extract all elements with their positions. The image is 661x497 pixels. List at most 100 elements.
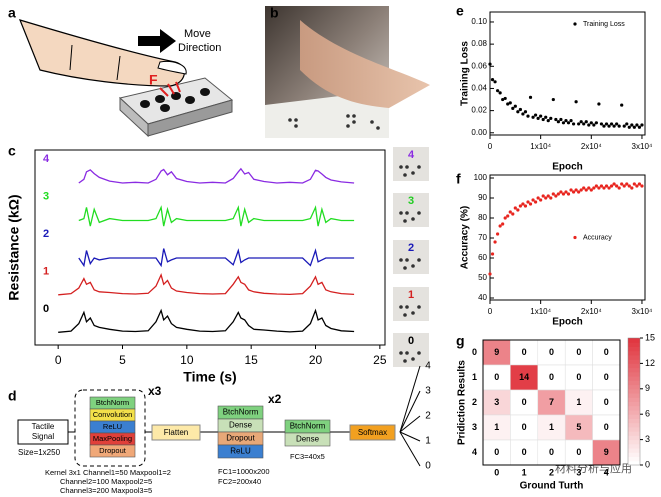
- data-point: [490, 252, 495, 256]
- data-point: [612, 124, 616, 128]
- panel-letter: c: [8, 143, 16, 159]
- data-point: [501, 97, 505, 102]
- cell-label: 0: [604, 397, 609, 407]
- colorbar-segment: [628, 363, 640, 369]
- conv-layer: [89, 444, 136, 458]
- y-tick-label: 0.02: [471, 106, 487, 115]
- cell-label: 0: [604, 422, 609, 432]
- data-point: [622, 124, 626, 128]
- series-name: 3: [43, 190, 49, 202]
- data-point: [498, 91, 502, 95]
- colorbar-tick-label: 12: [645, 358, 655, 368]
- output-arrow: [399, 415, 421, 433]
- data-point: [495, 89, 500, 93]
- card-dot: [411, 357, 415, 361]
- colorbar-segment: [628, 384, 640, 390]
- data-point: [531, 198, 535, 202]
- braille-card: [393, 333, 429, 367]
- trace: [78, 248, 355, 268]
- colorbar-segment: [628, 371, 640, 377]
- data-point: [488, 62, 492, 66]
- data-point: [594, 121, 598, 125]
- flatten-label: Flatten: [164, 428, 188, 437]
- colorbar-tick-label: 0: [645, 459, 650, 469]
- input-size: Size=1x250: [18, 448, 61, 457]
- braille-card: [393, 193, 429, 227]
- data-point: [577, 190, 581, 194]
- x-axis-label: Time (s): [183, 369, 236, 385]
- legend-marker: [573, 22, 577, 26]
- paper-braille-dots: [288, 114, 380, 130]
- conv-layer-label: MaxPooling: [93, 434, 132, 443]
- card-dot: [403, 266, 407, 270]
- colorbar-segment: [628, 443, 640, 449]
- heatmap-cell: [482, 364, 511, 391]
- heatmap-cell: [592, 414, 621, 441]
- data-point: [556, 192, 560, 196]
- data-point: [546, 194, 550, 198]
- data-point: [594, 184, 598, 188]
- data-point: [604, 184, 609, 188]
- data-point: [602, 124, 606, 128]
- data-point: [493, 240, 497, 244]
- card-dot: [411, 217, 415, 221]
- data-point: [495, 232, 500, 236]
- data-point: [582, 122, 586, 126]
- data-point: [508, 101, 512, 105]
- x-tick-label: 1x10⁴: [530, 142, 551, 151]
- y-tick-label: 70: [478, 233, 487, 242]
- x-tick-label: 3x10⁴: [632, 307, 653, 316]
- x-axis-label: Epoch: [552, 317, 583, 328]
- fingernail: [157, 61, 187, 75]
- data-point: [506, 102, 510, 106]
- card-dot: [405, 211, 409, 215]
- output-label: 2: [425, 411, 431, 422]
- colorbar-segment: [628, 350, 640, 356]
- data-point: [533, 200, 538, 204]
- data-point: [574, 100, 578, 104]
- cell-label: 0: [604, 372, 609, 382]
- card-dot: [399, 305, 403, 309]
- data-point: [488, 272, 492, 276]
- series-name: 0: [43, 303, 49, 315]
- data-point: [539, 114, 543, 118]
- data-point: [554, 194, 558, 198]
- data-point: [630, 186, 634, 190]
- data-point: [561, 192, 566, 196]
- cell-label: 5: [576, 422, 581, 432]
- card-dot: [399, 258, 403, 262]
- series-name: 4: [43, 153, 50, 165]
- legend-label: Training Loss: [583, 21, 625, 28]
- data-point: [551, 192, 555, 196]
- finger-crease: [116, 55, 121, 81]
- y-tick-label: 0.08: [471, 39, 487, 48]
- x-tick-label: 5: [119, 353, 126, 367]
- x-tick-label: 10: [180, 353, 194, 367]
- panel-letter: b: [270, 5, 279, 21]
- colorbar-segment: [628, 338, 640, 343]
- data-point: [582, 186, 586, 190]
- colorbar-segment: [628, 448, 640, 453]
- cell-label: 0: [576, 372, 581, 382]
- row-label: 4: [472, 447, 477, 457]
- data-point: [571, 190, 576, 194]
- colorbar-segment: [628, 460, 640, 466]
- data-point: [620, 182, 624, 186]
- data-point: [559, 190, 563, 194]
- conv-layer-label: BtchNorm: [96, 398, 129, 407]
- data-point: [579, 188, 583, 192]
- panel-letter: f: [456, 171, 461, 187]
- heatmap-cell: [510, 439, 539, 466]
- y-tick-label: 0.06: [471, 61, 487, 70]
- data-point: [503, 216, 507, 220]
- x-tick-label: 0: [488, 307, 493, 316]
- card-dot: [399, 351, 403, 355]
- data-point: [493, 80, 497, 84]
- heatmap-cell: [482, 389, 511, 416]
- colorbar-segment: [628, 393, 640, 398]
- force-label: F: [149, 72, 158, 88]
- colorbar-segment: [628, 376, 640, 381]
- repeat-label: x2: [268, 392, 282, 406]
- data-point: [622, 184, 626, 188]
- heatmap-cell: [564, 389, 593, 416]
